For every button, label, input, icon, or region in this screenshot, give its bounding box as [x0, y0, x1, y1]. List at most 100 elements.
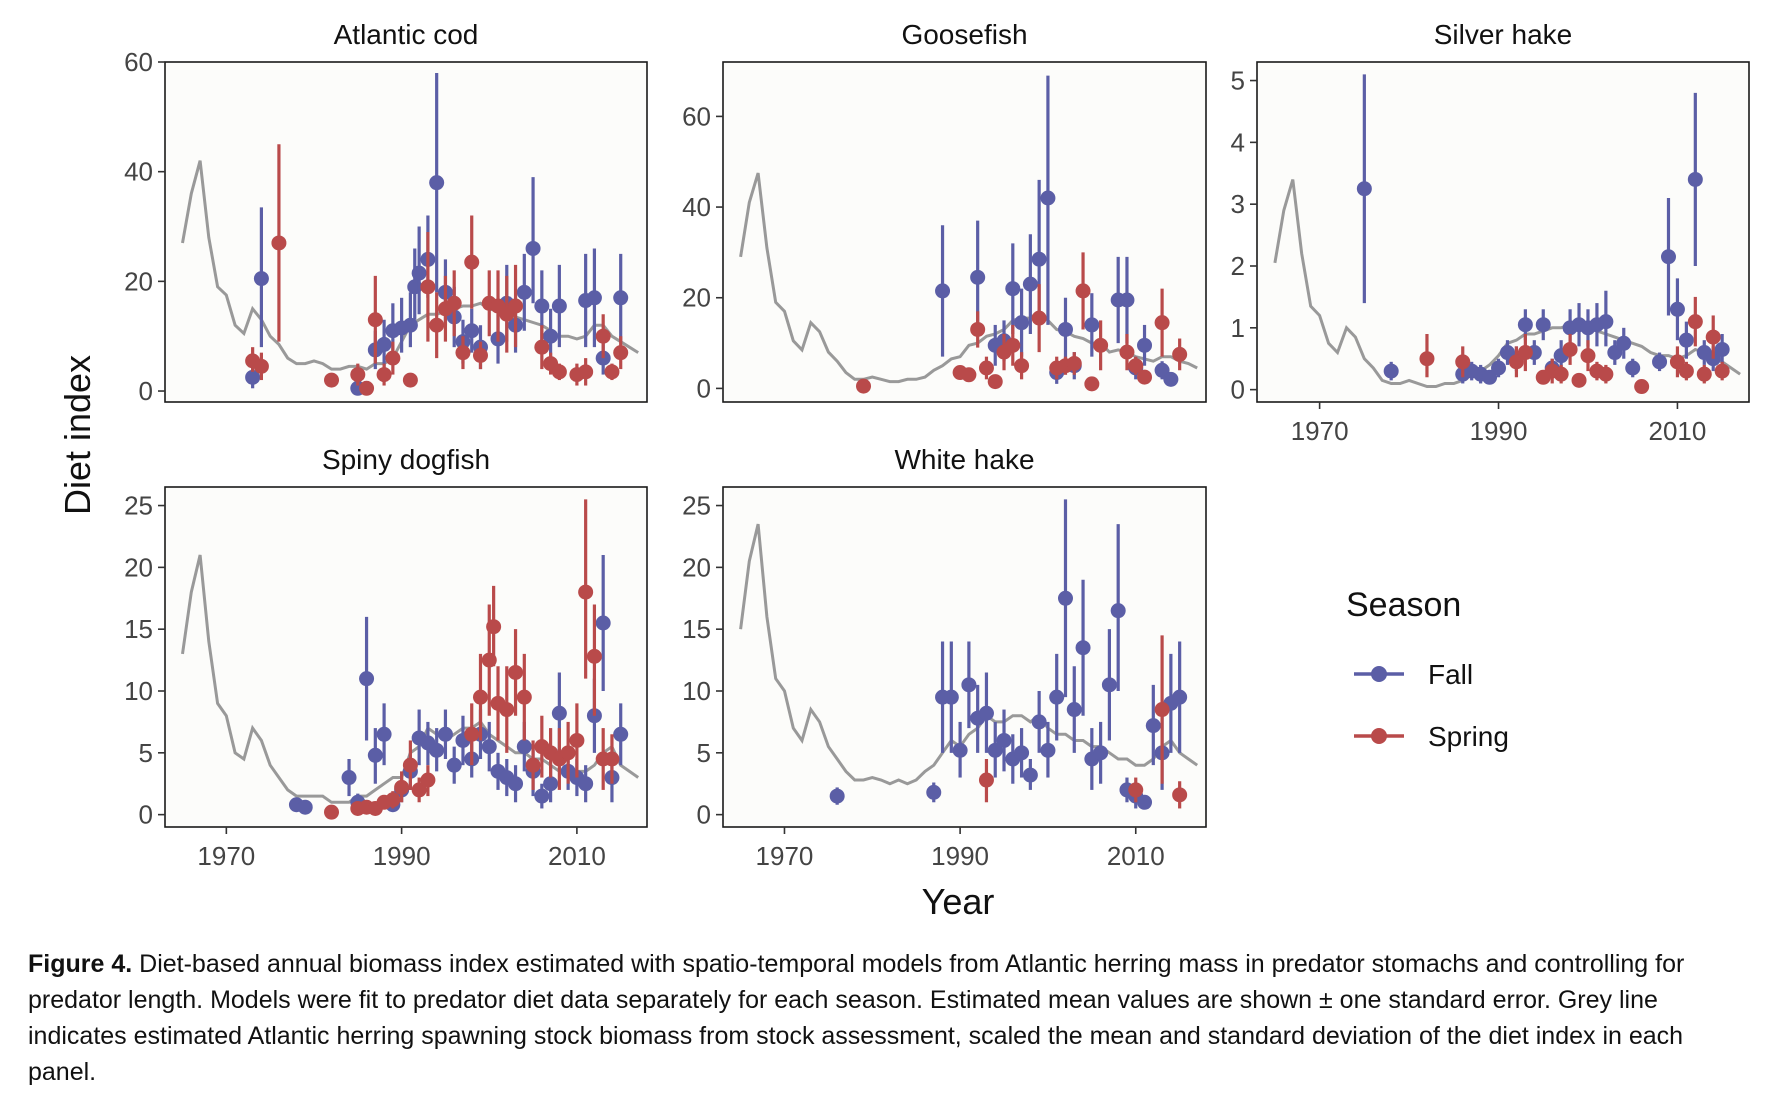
fall-point — [578, 776, 594, 792]
fall-point — [253, 271, 269, 287]
fall-point — [429, 742, 445, 758]
fall-point — [1687, 171, 1703, 187]
fall-point — [516, 284, 532, 300]
fall-point — [1093, 745, 1109, 761]
fall-point — [1145, 718, 1161, 734]
fall-point — [1163, 371, 1179, 387]
fall-point — [1101, 677, 1117, 693]
fall-point — [543, 776, 559, 792]
y-tick-label: 15 — [124, 614, 153, 644]
fall-point — [1652, 354, 1668, 370]
y-tick-label: 5 — [697, 738, 711, 768]
fall-point — [1482, 369, 1498, 385]
fall-point — [1110, 603, 1126, 619]
y-tick-label: 40 — [124, 157, 153, 187]
fall-point — [952, 742, 968, 758]
spring-point — [1172, 787, 1188, 803]
y-tick-label: 40 — [682, 192, 711, 222]
spring-point — [578, 364, 594, 380]
spring-point — [350, 367, 366, 383]
spring-point — [978, 772, 994, 788]
spring-point — [1075, 283, 1091, 299]
fall-point — [1014, 745, 1030, 761]
spring-point — [595, 328, 611, 344]
y-tick-label: 15 — [682, 614, 711, 644]
fall-point — [1031, 714, 1047, 730]
fall-point — [437, 726, 453, 742]
fall-point — [464, 323, 480, 339]
spring-point — [402, 757, 418, 773]
figure: Atlantic cod0204060Goosefish0204060Silve… — [57, 19, 1750, 922]
y-tick-label: 4 — [1231, 127, 1245, 157]
spring-point — [1634, 379, 1650, 395]
fall-point — [245, 369, 261, 385]
fall-point — [359, 671, 375, 687]
y-tick-label: 20 — [124, 266, 153, 296]
spring-point — [446, 295, 462, 311]
y-tick-label: 10 — [124, 676, 153, 706]
legend-spring-label: Spring — [1428, 721, 1509, 752]
spring-point — [1705, 329, 1721, 345]
spring-point — [586, 648, 602, 664]
spring-point — [394, 779, 410, 795]
fall-point — [516, 739, 532, 755]
fall-point — [926, 784, 942, 800]
spring-point — [324, 372, 340, 388]
legend-spring-marker — [1371, 728, 1387, 744]
fall-point — [534, 788, 550, 804]
spring-point — [1119, 344, 1135, 360]
caption-label: Figure 4. — [28, 950, 133, 978]
fall-point — [1031, 251, 1047, 267]
spring-point — [1598, 366, 1614, 382]
spring-point — [1172, 346, 1188, 362]
x-tick-label: 1990 — [1470, 416, 1528, 446]
panel-title: Spiny dogfish — [322, 444, 490, 475]
spring-point — [1031, 310, 1047, 326]
fall-point — [1084, 317, 1100, 333]
fall-point — [376, 726, 392, 742]
y-tick-label: 0 — [1231, 375, 1245, 405]
spring-point — [367, 312, 383, 328]
spring-point — [486, 619, 502, 635]
fall-point — [1172, 689, 1188, 705]
spring-point — [420, 279, 436, 295]
fall-point — [297, 799, 313, 815]
fall-point — [1607, 345, 1623, 361]
spring-point — [525, 757, 541, 773]
spring-point — [1014, 358, 1030, 374]
fall-point — [376, 336, 392, 352]
fall-point — [525, 240, 541, 256]
spring-point — [1455, 354, 1471, 370]
fall-point — [551, 705, 567, 721]
spring-point — [508, 664, 524, 680]
fall-point — [543, 328, 559, 344]
fall-point — [411, 265, 427, 281]
fall-point — [1356, 181, 1372, 197]
x-tick-label: 1970 — [756, 841, 814, 871]
fall-point — [341, 770, 357, 786]
x-tick-label: 1990 — [931, 841, 989, 871]
spring-point — [1084, 376, 1100, 392]
fall-point — [1669, 301, 1685, 317]
spring-point — [464, 254, 480, 270]
y-tick-label: 25 — [124, 491, 153, 521]
fall-point — [1049, 689, 1065, 705]
spring-point — [1005, 337, 1021, 353]
spring-point — [1714, 363, 1730, 379]
spring-point — [464, 726, 480, 742]
fall-point — [613, 290, 629, 306]
y-tick-label: 60 — [682, 101, 711, 131]
spring-point — [1137, 369, 1153, 385]
y-tick-label: 0 — [139, 376, 153, 406]
spring-point — [472, 689, 488, 705]
fall-point — [508, 776, 524, 792]
spring-point — [499, 702, 515, 718]
fall-point — [1660, 249, 1676, 265]
panel-title: Atlantic cod — [334, 19, 479, 50]
spring-point — [1553, 366, 1569, 382]
fall-point — [586, 290, 602, 306]
spring-point — [534, 339, 550, 355]
fall-point — [1075, 640, 1091, 656]
spring-point — [1571, 372, 1587, 388]
fall-point — [481, 739, 497, 755]
